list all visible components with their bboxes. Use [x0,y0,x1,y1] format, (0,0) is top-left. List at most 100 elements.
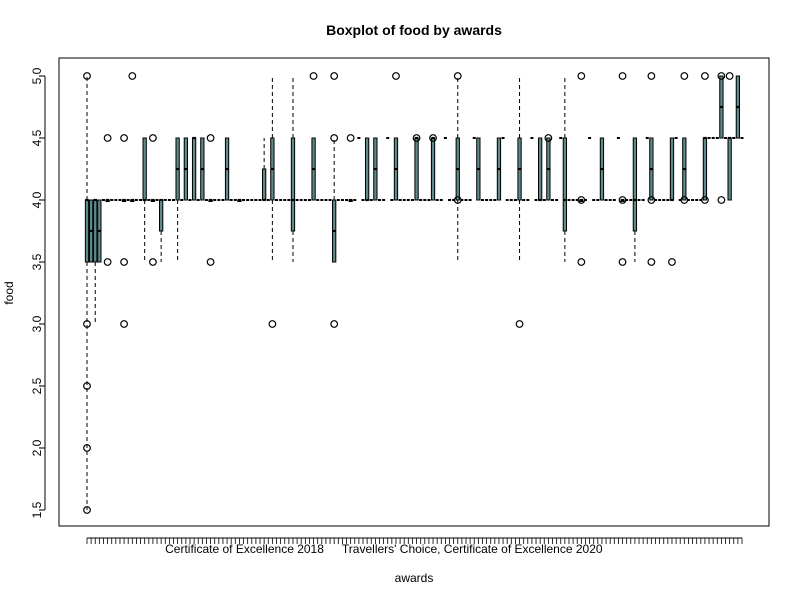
box-group [537,137,543,202]
box-group [237,198,242,202]
outlier-point [330,134,339,142]
outlier-point [330,72,339,80]
y-tick-label: 3.0 [30,315,44,332]
box-group [429,134,437,201]
box-group [725,72,734,201]
box-group [330,72,339,328]
box-group [261,138,267,202]
outlier-point [149,258,157,266]
outlier-point [268,320,277,328]
box [290,137,296,232]
box [261,168,267,201]
box-group [88,199,94,263]
outlier-point [120,258,128,266]
box-group [93,198,98,324]
box-group [544,134,553,201]
x-axis: Certificate of Excellence 2018 Travellers… [86,537,743,556]
box-group [599,137,605,201]
outlier-point [725,72,734,80]
outlier-point [577,258,586,266]
y-tick-label: 3.5 [30,253,44,270]
x-tick-label: Travellers' Choice, Certificate of Excel… [342,542,603,556]
y-axis: 1.5 2.0 2.5 3.0 3.5 4.0 4.5 5.0 [30,67,46,518]
box-group [149,134,157,266]
box [562,137,568,232]
box-group [224,137,230,201]
outlier-point [701,72,709,80]
y-tick-label: 2.5 [30,377,44,394]
box-group [83,72,91,514]
outlier-point [668,258,676,266]
box-group [206,134,215,266]
box-group [476,137,481,201]
outlier-point [577,72,586,80]
outlier-point [120,134,128,142]
outlier-point [680,72,689,80]
y-tick-label: 2.0 [30,439,44,456]
box-group [618,72,627,266]
x-axis-label: awards [395,571,434,585]
plot-frame [58,57,770,527]
box [414,137,419,201]
outlier-point [647,72,656,80]
box-group [142,137,147,262]
outlier-point [83,444,91,452]
box [537,137,543,201]
box-group [120,134,128,328]
box-group [346,134,355,202]
outlier-point [618,72,627,80]
box [727,137,732,201]
outlier-point [149,134,157,142]
box [702,137,708,201]
outlier-point [453,72,462,80]
box-group [577,72,586,266]
outlier-point [392,72,400,80]
y-tick-label: 1.5 [30,501,44,518]
box-group [290,76,296,262]
x-tick-label: Certificate of Excellence 2018 [165,542,324,556]
outlier-point [647,258,656,266]
box [142,137,147,201]
box-group [191,136,197,201]
box-group [97,199,102,263]
box-group [364,137,370,202]
box-group [159,198,164,262]
outlier-point [83,382,91,390]
box-group [515,76,524,328]
box-group [562,76,568,262]
box-group [496,137,502,201]
box-group [412,134,421,201]
outlier-point [346,134,355,142]
box [93,199,98,263]
outlier-point [515,320,524,328]
box [191,137,197,201]
plot-area [83,72,744,514]
box-group [103,134,112,266]
box-group [735,75,741,139]
box-group [309,72,318,201]
outlier-point [83,320,91,328]
outlier-point [83,72,91,80]
box-group [373,137,378,201]
box [159,199,164,232]
box-group [632,137,638,262]
outlier-point [103,134,112,142]
y-tick-label: 4.0 [30,191,44,208]
outlier-point [618,258,627,266]
y-axis-label: food [2,281,16,304]
outlier-point [206,258,215,266]
box [669,137,675,201]
box-group [128,72,137,202]
outlier-point [717,196,726,204]
box [364,137,370,201]
outlier-point [83,506,91,514]
box-group [647,72,656,266]
box-group [183,137,189,201]
box-group [680,72,689,204]
outlier-point [330,320,339,328]
box-group [668,137,676,266]
outlier-point [206,134,215,142]
box-group [392,72,400,201]
outlier-point [412,134,421,142]
